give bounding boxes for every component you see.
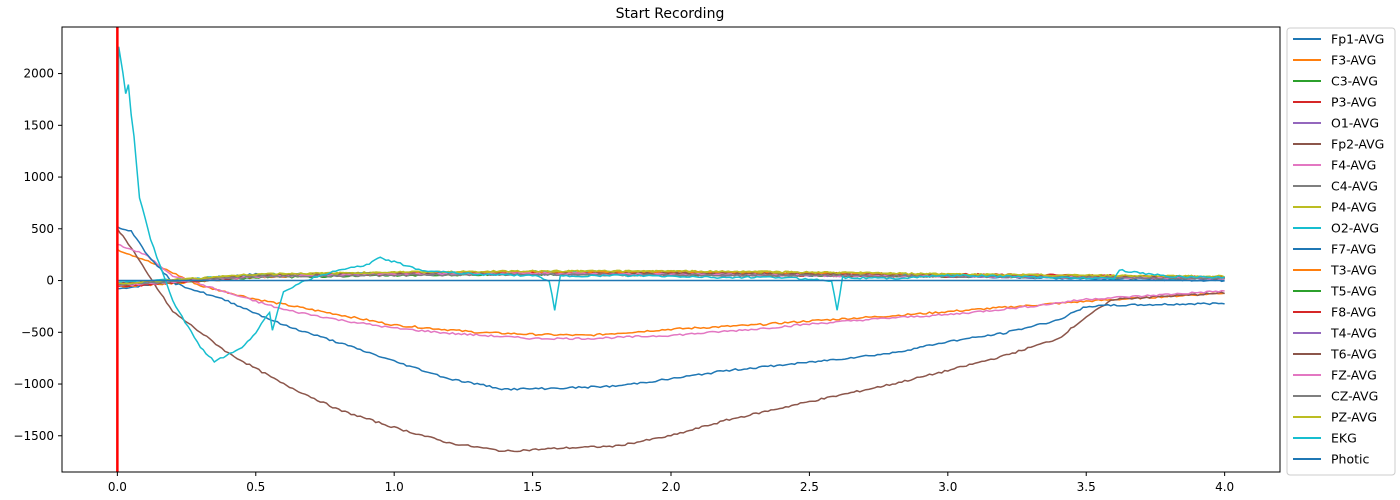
legend-label: Photic <box>1331 452 1369 467</box>
legend-label: T4-AVG <box>1330 326 1377 341</box>
legend-label: FZ-AVG <box>1331 368 1377 383</box>
y-tick-label: −500 <box>21 325 54 339</box>
legend-label: O2-AVG <box>1331 221 1379 236</box>
x-tick-label: 0.5 <box>246 480 265 494</box>
legend-label: O1-AVG <box>1331 116 1379 131</box>
x-tick-label: 0.0 <box>108 480 127 494</box>
y-tick-label: 500 <box>31 222 54 236</box>
legend-label: Fp2-AVG <box>1331 137 1384 152</box>
y-tick-label: 2000 <box>23 67 54 81</box>
chart-title: Start Recording <box>616 6 725 22</box>
legend-label: PZ-AVG <box>1331 410 1377 425</box>
legend-label: CZ-AVG <box>1331 389 1378 404</box>
x-tick-label: 3.5 <box>1077 480 1096 494</box>
legend-label: Fp1-AVG <box>1331 32 1384 47</box>
legend-box <box>1286 27 1396 476</box>
legend-label: F4-AVG <box>1331 158 1376 173</box>
legend-label: T6-AVG <box>1330 347 1377 362</box>
x-tick-label: 1.5 <box>523 480 542 494</box>
y-axis: −1500 −1000 −500 0 500 1000 1500 2000 <box>13 67 62 443</box>
x-tick-label: 2.5 <box>800 480 819 494</box>
y-tick-label: −1500 <box>13 429 54 443</box>
legend-label: F7-AVG <box>1331 242 1376 257</box>
x-tick-label: 2.0 <box>661 480 680 494</box>
x-tick-label: 4.0 <box>1215 480 1234 494</box>
y-tick-label: 1500 <box>23 118 54 132</box>
legend-label: F8-AVG <box>1331 305 1376 320</box>
series-line-f7-avg <box>117 226 1225 391</box>
legend-label: P4-AVG <box>1331 200 1377 215</box>
legend-label: EKG <box>1331 431 1357 446</box>
legend: Fp1-AVG F3-AVG C3-AVG P3-AVG O1-AVG Fp2-AVG F4… <box>1286 27 1396 476</box>
y-tick-label: 0 <box>46 274 54 288</box>
series-line-pz-avg <box>117 269 1225 285</box>
x-tick-label: 1.0 <box>385 480 404 494</box>
series-line-ekg <box>116 46 1225 364</box>
y-tick-label: 1000 <box>23 170 54 184</box>
series-line-fp2-avg <box>116 228 1225 453</box>
legend-label: C4-AVG <box>1331 179 1378 194</box>
y-tick-label: −1000 <box>13 377 54 391</box>
legend-label: C3-AVG <box>1331 74 1378 89</box>
legend-label: T3-AVG <box>1330 263 1377 278</box>
legend-label: T5-AVG <box>1330 284 1377 299</box>
series-line-f4-avg <box>117 243 1225 341</box>
x-axis: 0.0 0.5 1.0 1.5 2.0 2.5 3.0 3.5 4.0 <box>108 472 1234 494</box>
legend-label: P3-AVG <box>1331 95 1377 110</box>
legend-label: F3-AVG <box>1331 53 1376 68</box>
x-tick-label: 3.0 <box>938 480 957 494</box>
plot-frame <box>61 26 1281 473</box>
plot-lines <box>116 46 1225 453</box>
